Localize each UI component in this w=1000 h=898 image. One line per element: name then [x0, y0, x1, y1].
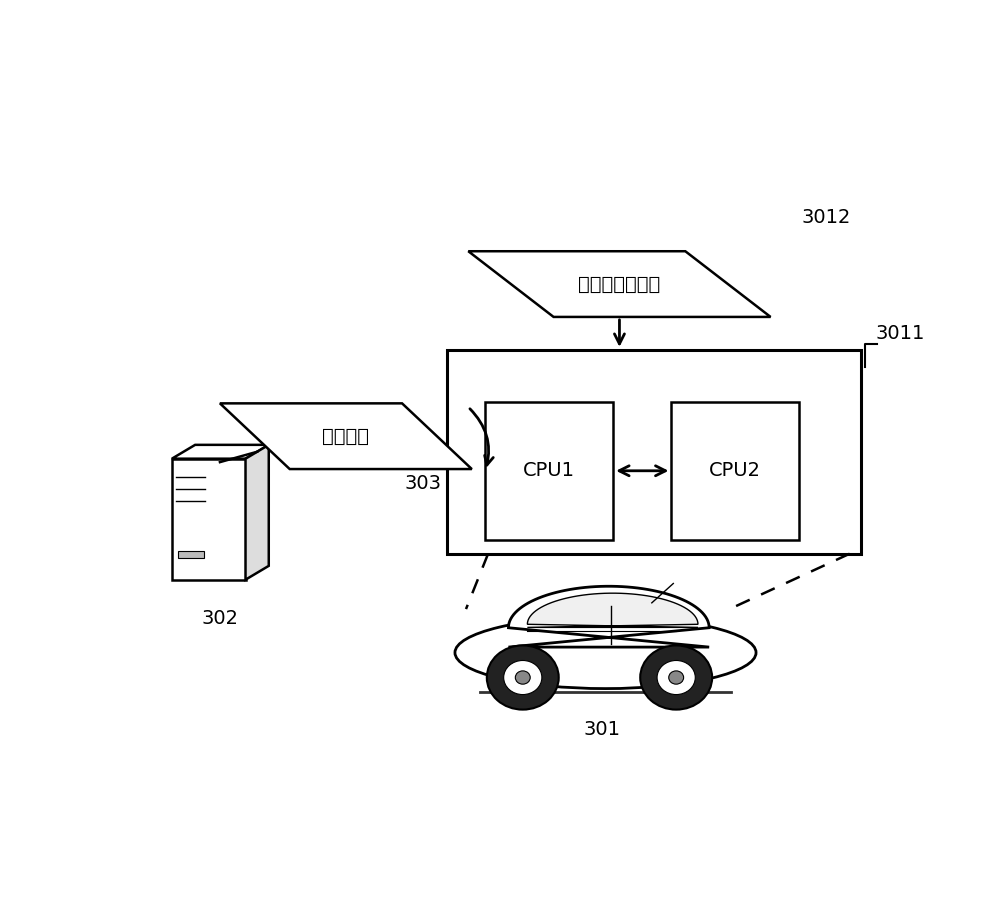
Ellipse shape	[455, 617, 756, 689]
Text: CPU1: CPU1	[523, 462, 575, 480]
Text: 3011: 3011	[875, 324, 925, 343]
Text: CPU2: CPU2	[709, 462, 761, 480]
Text: 302: 302	[202, 609, 239, 628]
Polygon shape	[468, 251, 771, 317]
Polygon shape	[246, 445, 269, 580]
Text: 3012: 3012	[802, 208, 851, 227]
Bar	[178, 550, 204, 558]
Text: 301: 301	[583, 719, 620, 739]
Ellipse shape	[640, 646, 712, 709]
Polygon shape	[508, 586, 709, 647]
Polygon shape	[172, 459, 246, 580]
Ellipse shape	[487, 646, 559, 709]
FancyArrowPatch shape	[470, 409, 493, 465]
Bar	[485, 401, 613, 540]
Bar	[671, 401, 799, 540]
Bar	[447, 350, 861, 554]
Text: 预设的配置文件: 预设的配置文件	[578, 275, 661, 294]
Ellipse shape	[669, 671, 684, 684]
Ellipse shape	[504, 661, 542, 694]
Ellipse shape	[657, 661, 695, 694]
Ellipse shape	[515, 671, 530, 684]
Text: 303: 303	[404, 474, 441, 493]
Polygon shape	[220, 403, 472, 469]
Polygon shape	[527, 594, 698, 628]
Polygon shape	[172, 445, 269, 459]
Text: 升级指令: 升级指令	[322, 427, 369, 445]
